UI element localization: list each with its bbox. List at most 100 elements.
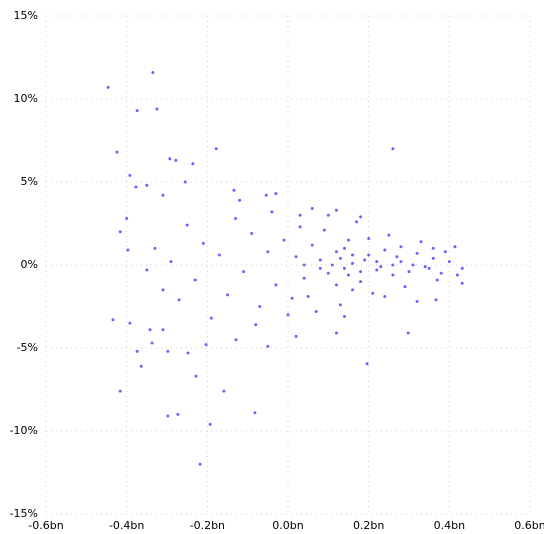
point	[222, 389, 226, 393]
x-tick-label: 0.6bn	[514, 519, 544, 532]
point	[310, 207, 314, 211]
point	[176, 412, 180, 416]
point	[118, 230, 122, 234]
point	[399, 245, 403, 249]
point	[191, 162, 195, 166]
point	[322, 228, 326, 232]
point	[367, 253, 371, 257]
point	[334, 208, 338, 212]
point	[234, 217, 238, 221]
point	[314, 309, 318, 313]
point	[427, 266, 431, 270]
point	[282, 238, 286, 242]
point	[383, 295, 387, 299]
point	[342, 246, 346, 250]
point	[455, 273, 459, 277]
point	[153, 246, 157, 250]
point	[232, 188, 236, 192]
point	[363, 258, 367, 262]
y-tick-label: -15%	[10, 507, 38, 520]
point	[258, 305, 262, 308]
point	[355, 220, 359, 224]
point	[383, 248, 387, 252]
point	[264, 193, 268, 197]
point	[460, 281, 464, 285]
point	[209, 316, 213, 320]
x-tick-label: -0.6bn	[28, 519, 63, 532]
point	[148, 328, 152, 332]
point	[342, 266, 346, 270]
point	[274, 283, 278, 287]
point	[359, 215, 363, 219]
point	[298, 213, 302, 217]
point	[435, 278, 439, 282]
point	[270, 210, 274, 214]
point	[434, 298, 438, 302]
point	[294, 255, 298, 259]
point	[161, 193, 165, 197]
point	[128, 321, 132, 325]
point	[145, 183, 149, 187]
point	[183, 180, 187, 184]
point	[208, 422, 212, 426]
point	[250, 231, 254, 235]
point	[185, 223, 189, 227]
point	[351, 288, 355, 292]
point	[111, 318, 115, 322]
point	[415, 251, 419, 255]
point	[134, 185, 138, 189]
point	[391, 273, 395, 277]
point	[391, 263, 395, 267]
point	[234, 338, 238, 342]
point	[150, 341, 154, 345]
point	[254, 323, 258, 327]
point	[431, 256, 435, 260]
point	[135, 109, 139, 113]
x-tick-label: 0.2bn	[353, 519, 384, 532]
point	[174, 158, 178, 162]
point	[375, 268, 379, 272]
point	[351, 253, 355, 257]
point	[118, 389, 122, 393]
point	[318, 266, 322, 270]
point	[399, 260, 403, 264]
point	[326, 213, 330, 217]
point	[286, 313, 290, 317]
point	[151, 70, 155, 74]
point	[201, 241, 205, 245]
point	[298, 225, 302, 229]
point	[453, 245, 457, 249]
point	[411, 263, 415, 267]
point	[359, 270, 363, 274]
point	[379, 265, 383, 269]
point	[371, 291, 375, 295]
point	[347, 273, 350, 277]
point	[198, 462, 202, 466]
point	[302, 276, 306, 280]
point	[186, 351, 190, 355]
point	[375, 260, 379, 264]
y-tick-label: 0%	[21, 258, 38, 271]
point	[155, 107, 159, 111]
point	[330, 263, 334, 267]
point	[443, 250, 447, 254]
point	[387, 233, 391, 237]
point	[226, 293, 229, 297]
point	[125, 217, 129, 221]
point	[367, 236, 371, 240]
point	[407, 270, 411, 274]
point	[177, 298, 181, 302]
points	[106, 70, 464, 466]
point	[334, 331, 338, 335]
point	[447, 260, 451, 264]
point	[217, 253, 221, 257]
y-tick-label: 15%	[14, 9, 38, 22]
point	[214, 147, 218, 151]
point	[266, 344, 270, 348]
point	[161, 328, 165, 332]
point	[338, 256, 342, 260]
point	[242, 270, 246, 274]
point	[391, 147, 395, 151]
point	[135, 349, 139, 353]
